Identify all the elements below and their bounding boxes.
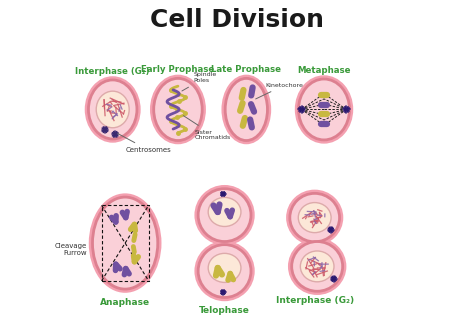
Text: Telophase: Telophase — [199, 306, 250, 315]
Ellipse shape — [208, 197, 241, 226]
Text: Centrosomes: Centrosomes — [118, 133, 171, 153]
Text: Interphase (G₂): Interphase (G₂) — [75, 67, 150, 75]
Ellipse shape — [194, 241, 255, 301]
Ellipse shape — [299, 79, 349, 140]
Ellipse shape — [295, 75, 353, 144]
Text: Interphase (G₂): Interphase (G₂) — [275, 296, 354, 305]
Ellipse shape — [150, 75, 206, 144]
Text: Early Prophase: Early Prophase — [141, 65, 215, 74]
Ellipse shape — [96, 91, 129, 128]
Ellipse shape — [154, 78, 202, 140]
Text: Late Prophase: Late Prophase — [211, 65, 282, 74]
Text: Sister
Chromatids: Sister Chromatids — [183, 116, 231, 140]
Text: Spindle
Poles: Spindle Poles — [182, 72, 217, 91]
Text: Cleavage
Furrow: Cleavage Furrow — [55, 243, 87, 256]
Ellipse shape — [292, 242, 343, 291]
Ellipse shape — [290, 193, 339, 242]
Ellipse shape — [221, 75, 271, 144]
Text: Kinetochore: Kinetochore — [255, 83, 303, 99]
Ellipse shape — [301, 251, 334, 282]
Text: Cell Division: Cell Division — [150, 9, 324, 32]
Ellipse shape — [225, 78, 267, 140]
Ellipse shape — [89, 193, 162, 293]
Ellipse shape — [89, 80, 137, 139]
Ellipse shape — [85, 76, 141, 143]
Ellipse shape — [198, 189, 251, 242]
Text: Anaphase: Anaphase — [100, 298, 150, 307]
Ellipse shape — [298, 203, 331, 233]
Ellipse shape — [194, 185, 255, 245]
Ellipse shape — [92, 197, 158, 289]
Text: Metaphase: Metaphase — [297, 66, 351, 75]
Ellipse shape — [286, 190, 343, 246]
Ellipse shape — [198, 245, 251, 297]
Ellipse shape — [288, 238, 346, 295]
Ellipse shape — [208, 253, 241, 282]
